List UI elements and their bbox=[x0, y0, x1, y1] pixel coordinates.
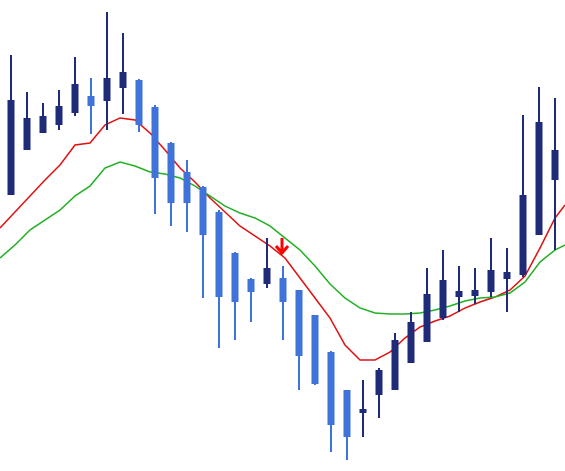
candle-body bbox=[471, 290, 479, 296]
candle-body bbox=[151, 107, 159, 178]
candle bbox=[535, 87, 543, 235]
candle-body bbox=[535, 122, 543, 235]
candle bbox=[327, 351, 335, 452]
candle-body bbox=[343, 390, 351, 437]
candle-body bbox=[439, 280, 447, 318]
candle bbox=[391, 333, 399, 390]
candle-body bbox=[407, 322, 415, 363]
candle-body bbox=[295, 290, 303, 356]
candle-body bbox=[519, 195, 527, 275]
candle bbox=[279, 266, 287, 340]
candle bbox=[231, 252, 239, 340]
candle bbox=[263, 238, 271, 288]
candle bbox=[359, 380, 367, 437]
candle bbox=[519, 115, 527, 277]
candle bbox=[23, 92, 31, 150]
candle-body bbox=[375, 370, 383, 395]
candle bbox=[295, 290, 303, 390]
candle-body bbox=[391, 340, 399, 390]
candle-body bbox=[39, 116, 47, 133]
candle-body bbox=[279, 278, 287, 302]
candle-body bbox=[135, 80, 143, 125]
candle-body bbox=[487, 270, 495, 292]
candle-body bbox=[359, 409, 367, 413]
candlestick-layer bbox=[7, 12, 559, 460]
sell-signal-arrow-icon bbox=[274, 238, 290, 255]
candle bbox=[311, 315, 319, 385]
candle bbox=[455, 266, 463, 312]
candle bbox=[343, 390, 351, 460]
candle-body bbox=[183, 172, 191, 203]
candle-body bbox=[71, 84, 79, 113]
candle bbox=[375, 368, 383, 418]
candle-body bbox=[215, 212, 223, 297]
candle-body bbox=[23, 118, 31, 150]
candle bbox=[55, 90, 63, 130]
candle bbox=[247, 278, 255, 322]
candle-body bbox=[119, 72, 127, 88]
candle-body bbox=[103, 78, 111, 101]
annotation-layer bbox=[274, 238, 290, 255]
candle bbox=[119, 33, 127, 114]
candle-body bbox=[551, 150, 559, 180]
candle bbox=[71, 57, 79, 116]
candle-body bbox=[327, 352, 335, 425]
candle bbox=[215, 210, 223, 348]
candle bbox=[407, 312, 415, 363]
candle bbox=[439, 250, 447, 320]
candle bbox=[167, 142, 175, 226]
arrow-head bbox=[274, 245, 290, 255]
candle bbox=[103, 12, 111, 130]
candle bbox=[87, 78, 95, 134]
candle bbox=[423, 268, 431, 342]
candle-body bbox=[87, 96, 95, 106]
candle bbox=[135, 79, 143, 132]
candle-body bbox=[247, 279, 255, 292]
candle bbox=[151, 105, 159, 214]
candle-body bbox=[423, 294, 431, 342]
candle-body bbox=[7, 100, 15, 195]
candle-body bbox=[503, 272, 511, 279]
candle bbox=[199, 186, 207, 298]
candle bbox=[487, 238, 495, 297]
candle bbox=[183, 160, 191, 232]
candle-body bbox=[231, 253, 239, 302]
candle bbox=[551, 98, 559, 250]
candle bbox=[471, 268, 479, 304]
candle bbox=[7, 55, 15, 195]
candle bbox=[503, 248, 511, 312]
candle-body bbox=[455, 291, 463, 297]
candle-body bbox=[311, 315, 319, 384]
candle-body bbox=[263, 268, 271, 284]
candle-body bbox=[55, 106, 63, 125]
candle-body bbox=[167, 143, 175, 203]
candle-body bbox=[199, 187, 207, 235]
candle bbox=[39, 103, 47, 133]
